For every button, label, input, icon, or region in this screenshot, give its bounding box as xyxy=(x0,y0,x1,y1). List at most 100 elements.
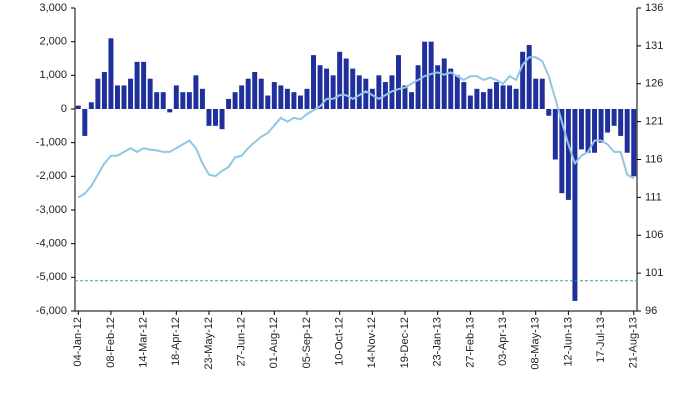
bar xyxy=(428,41,434,109)
bar xyxy=(304,88,310,109)
bar xyxy=(513,88,519,109)
bar xyxy=(278,85,284,109)
bar xyxy=(226,98,232,109)
bar xyxy=(82,109,88,136)
bar xyxy=(598,109,604,143)
bar xyxy=(507,85,513,109)
bar xyxy=(88,102,94,109)
bar xyxy=(317,65,323,109)
bar xyxy=(592,109,598,153)
x-tick-label: 08-Feb-12 xyxy=(105,317,117,368)
bar xyxy=(284,88,290,109)
y2-tick-label: 116 xyxy=(645,153,663,165)
bar xyxy=(258,78,264,109)
bar xyxy=(409,92,415,109)
y-tick-label: 3,000 xyxy=(39,2,67,14)
line xyxy=(77,56,635,199)
bar xyxy=(180,92,186,109)
bar xyxy=(160,92,166,109)
bar xyxy=(114,85,120,109)
bar xyxy=(376,75,382,109)
bar xyxy=(631,109,637,177)
y2-tick-label: 136 xyxy=(645,2,663,14)
bar xyxy=(219,109,225,130)
y-tick-label: 0 xyxy=(61,103,67,115)
y-tick-label: -5,000 xyxy=(36,271,67,283)
x-tick-label: 18-Apr-12 xyxy=(170,317,182,366)
y-tick-label: -4,000 xyxy=(36,238,67,250)
bar xyxy=(474,88,480,109)
x-tick-label: 05-Sep-12 xyxy=(301,317,313,368)
y2-tick-label: 101 xyxy=(645,267,663,279)
bar xyxy=(271,82,277,109)
bar xyxy=(448,68,454,109)
bar xyxy=(585,109,591,153)
x-tick-label: 01-Aug-12 xyxy=(268,317,280,368)
bar xyxy=(245,78,251,109)
bar xyxy=(199,88,205,109)
bar xyxy=(252,71,258,109)
bar xyxy=(121,85,127,109)
bar xyxy=(415,65,421,109)
bar xyxy=(565,109,571,200)
x-tick-label: 03-Apr-13 xyxy=(497,317,509,366)
bar xyxy=(435,65,441,109)
x-tick-label: 17-Jul-13 xyxy=(595,317,607,363)
y2-tick-label: 131 xyxy=(645,40,663,52)
bar xyxy=(605,109,611,133)
bar xyxy=(356,75,362,109)
bar xyxy=(75,105,81,109)
bar xyxy=(213,109,218,126)
bar xyxy=(611,109,617,126)
bar xyxy=(363,78,369,109)
bar xyxy=(173,85,179,109)
x-tick-label: 08-May-13 xyxy=(530,317,542,370)
bar xyxy=(193,75,199,109)
bar xyxy=(330,75,336,109)
bar xyxy=(95,78,101,109)
bar xyxy=(324,68,330,109)
bar xyxy=(297,95,303,109)
bar xyxy=(141,61,147,109)
bar xyxy=(461,82,467,109)
x-tick-label: 23-Jan-13 xyxy=(432,317,444,367)
bar xyxy=(369,88,375,109)
bar xyxy=(539,78,545,109)
x-tick-label: 21-Aug-13 xyxy=(628,317,640,368)
x-tick-label: 19-Dec-12 xyxy=(399,317,411,368)
bar xyxy=(167,109,173,113)
y2-tick-label: 121 xyxy=(645,116,663,128)
x-tick-label: 27-Jun-12 xyxy=(236,317,248,367)
bar xyxy=(350,68,356,109)
bar xyxy=(395,55,401,109)
x-tick-label: 23-May-12 xyxy=(203,317,215,370)
bar xyxy=(154,92,160,109)
x-tick-label: 14-Nov-12 xyxy=(366,317,378,368)
bar xyxy=(232,92,238,109)
bar xyxy=(552,109,558,160)
bar xyxy=(265,95,271,109)
bar xyxy=(343,58,349,109)
bar xyxy=(624,109,630,153)
bar xyxy=(239,85,245,109)
x-tick-label: 14-Mar-12 xyxy=(138,317,150,368)
x-tick-label: 04-Jan-12 xyxy=(72,317,84,367)
y-tick-label: -6,000 xyxy=(36,305,67,317)
bar xyxy=(337,51,343,109)
bar xyxy=(147,78,153,109)
bar xyxy=(500,85,506,109)
bar xyxy=(559,109,565,194)
bar xyxy=(480,92,486,109)
bar xyxy=(186,92,192,109)
bar xyxy=(402,85,408,109)
y-tick-label: 1,000 xyxy=(39,69,67,81)
bar xyxy=(578,109,584,150)
bar xyxy=(467,95,473,109)
bar xyxy=(454,75,460,109)
bar xyxy=(526,45,532,109)
bar xyxy=(134,61,140,109)
bar xyxy=(291,92,297,109)
x-tick-label: 10-Oct-12 xyxy=(334,317,346,366)
y2-tick-label: 106 xyxy=(645,229,663,241)
y-tick-label: -1,000 xyxy=(36,137,67,149)
